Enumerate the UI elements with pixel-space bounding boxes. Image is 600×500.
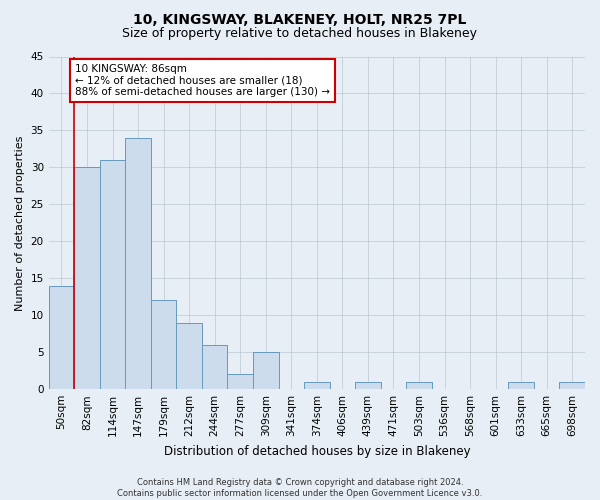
Bar — [176, 322, 202, 389]
Bar — [304, 382, 329, 389]
Text: 10 KINGSWAY: 86sqm
← 12% of detached houses are smaller (18)
88% of semi-detache: 10 KINGSWAY: 86sqm ← 12% of detached hou… — [75, 64, 330, 97]
Bar — [253, 352, 278, 389]
Bar — [100, 160, 125, 389]
Bar — [406, 382, 432, 389]
Text: 10, KINGSWAY, BLAKENEY, HOLT, NR25 7PL: 10, KINGSWAY, BLAKENEY, HOLT, NR25 7PL — [133, 12, 467, 26]
Bar — [508, 382, 534, 389]
Bar — [355, 382, 380, 389]
Text: Size of property relative to detached houses in Blakeney: Size of property relative to detached ho… — [122, 28, 478, 40]
Text: Contains HM Land Registry data © Crown copyright and database right 2024.
Contai: Contains HM Land Registry data © Crown c… — [118, 478, 482, 498]
Bar — [125, 138, 151, 389]
Bar — [74, 168, 100, 389]
X-axis label: Distribution of detached houses by size in Blakeney: Distribution of detached houses by size … — [164, 444, 470, 458]
Bar — [151, 300, 176, 389]
Bar — [202, 345, 227, 389]
Y-axis label: Number of detached properties: Number of detached properties — [15, 135, 25, 310]
Bar — [49, 286, 74, 389]
Bar — [559, 382, 585, 389]
Bar — [227, 374, 253, 389]
